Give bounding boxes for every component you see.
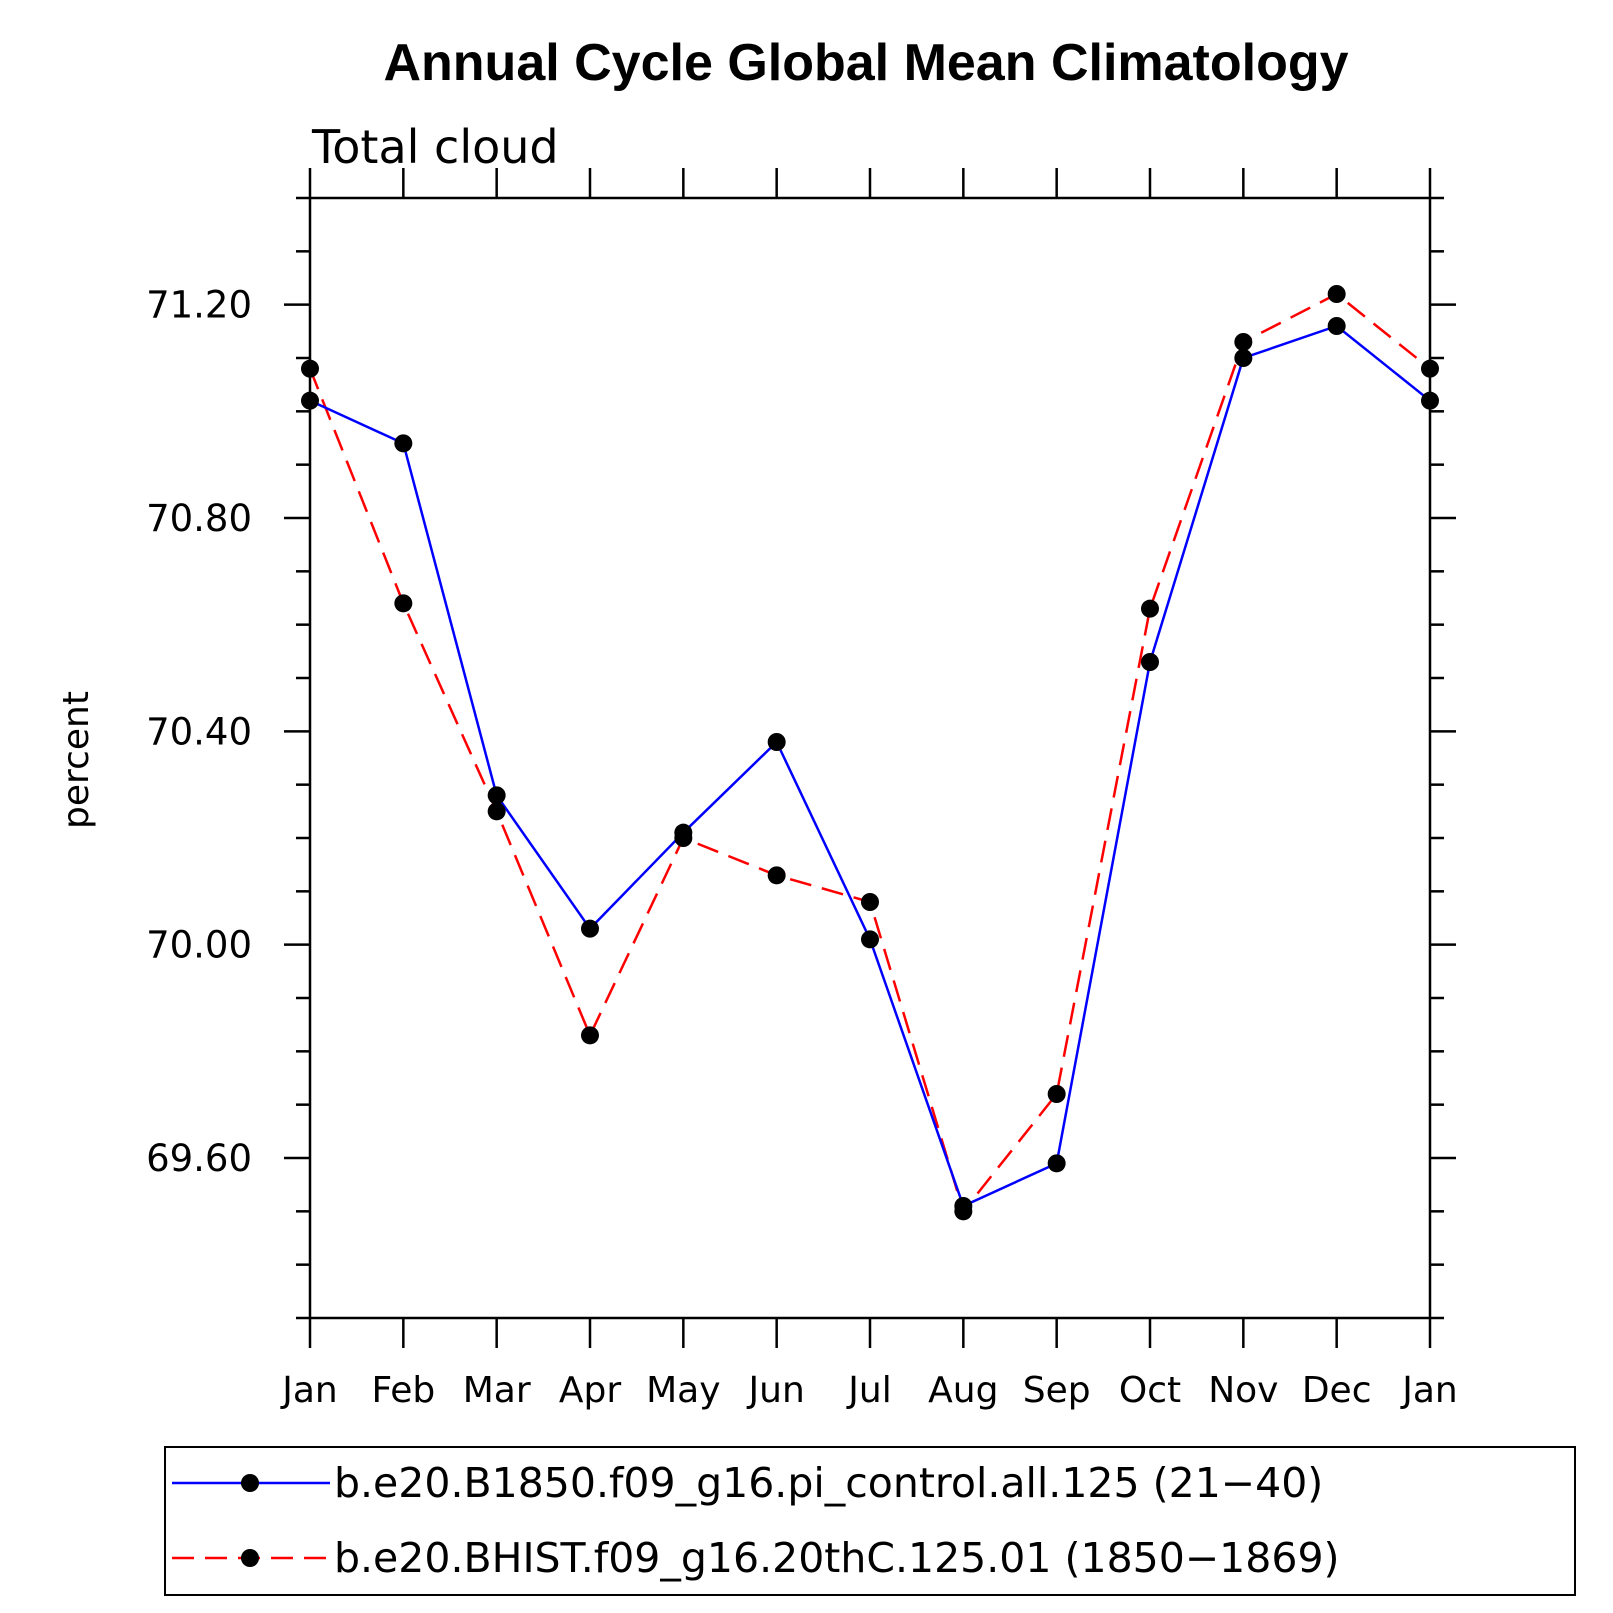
- data-point-0: [1047, 1154, 1066, 1173]
- data-point-0: [954, 1197, 973, 1215]
- x-tick-label: Jan: [280, 1370, 338, 1411]
- y-tick-label: 70.80: [146, 497, 252, 540]
- x-tick-label: Oct: [1119, 1370, 1181, 1411]
- data-point-0: [301, 391, 319, 410]
- legend-marker-0: [241, 1474, 259, 1492]
- x-tick-label: Nov: [1208, 1370, 1278, 1411]
- data-point-1: [581, 1026, 599, 1045]
- y-axis-label: percent: [56, 691, 97, 829]
- data-point-1: [1141, 599, 1159, 618]
- x-tick-label: Sep: [1023, 1370, 1091, 1411]
- series-line-0: [309, 324, 1431, 1208]
- data-point-0: [674, 823, 693, 842]
- x-tick-label: Dec: [1302, 1370, 1372, 1411]
- data-point-0: [767, 733, 786, 751]
- x-tick-label: May: [646, 1370, 720, 1411]
- chart-subtitle: Total cloud: [311, 120, 559, 174]
- y-tick-label: 71.20: [146, 284, 252, 327]
- data-point-1: [1421, 359, 1439, 378]
- data-point-1: [767, 866, 786, 885]
- data-point-1: [1327, 285, 1346, 303]
- y-tick-label: 70.00: [146, 924, 252, 967]
- x-tick-label: Feb: [371, 1370, 435, 1411]
- x-tick-label: Mar: [463, 1370, 531, 1411]
- data-point-1: [1234, 333, 1253, 351]
- data-point-0: [1421, 391, 1439, 410]
- y-tick-label: 69.60: [146, 1137, 252, 1180]
- data-point-0: [1234, 349, 1253, 367]
- series-line-1: [308, 292, 1431, 1214]
- data-point-0: [1141, 653, 1159, 671]
- data-point-1: [487, 802, 506, 821]
- legend-box: [164, 1446, 1576, 1596]
- data-point-0: [861, 930, 879, 949]
- y-axis: 69.60 70.00 70.40 70.80 71.20: [146, 196, 1456, 1320]
- data-point-1: [861, 893, 879, 911]
- x-tick-label: Jul: [846, 1370, 891, 1411]
- chart-title: Annual Cycle Global Mean Climatology: [383, 34, 1348, 92]
- data-point-1: [1047, 1085, 1066, 1103]
- data-point-0: [487, 786, 506, 805]
- data-point-0: [581, 919, 599, 938]
- legend-label-1: b.e20.BHIST.f09_g16.20thC.125.01 (1850−1…: [334, 1534, 1340, 1582]
- data-point-0: [394, 434, 413, 453]
- legend-marker-1: [241, 1549, 259, 1567]
- data-point-0: [1327, 317, 1346, 335]
- x-tick-label: Apr: [559, 1370, 621, 1411]
- data-point-1: [394, 594, 413, 613]
- series-layer: [301, 285, 1439, 1221]
- y-tick-label: 70.40: [146, 710, 252, 753]
- plot-frame: [308, 196, 1432, 1320]
- x-tick-label: Aug: [928, 1370, 998, 1411]
- x-tick-label: Jan: [1400, 1370, 1458, 1411]
- x-axis: Jan Feb Mar Apr May Jun Jul Aug Sep Oct Nov Dec Jan: [280, 168, 1458, 1411]
- data-point-1: [301, 359, 319, 378]
- legend: b.e20.B1850.f09_g16.pi_control.all.125 (…: [172, 1459, 1340, 1582]
- x-tick-label: Jun: [747, 1370, 805, 1411]
- legend-label-0: b.e20.B1850.f09_g16.pi_control.all.125 (…: [334, 1459, 1323, 1507]
